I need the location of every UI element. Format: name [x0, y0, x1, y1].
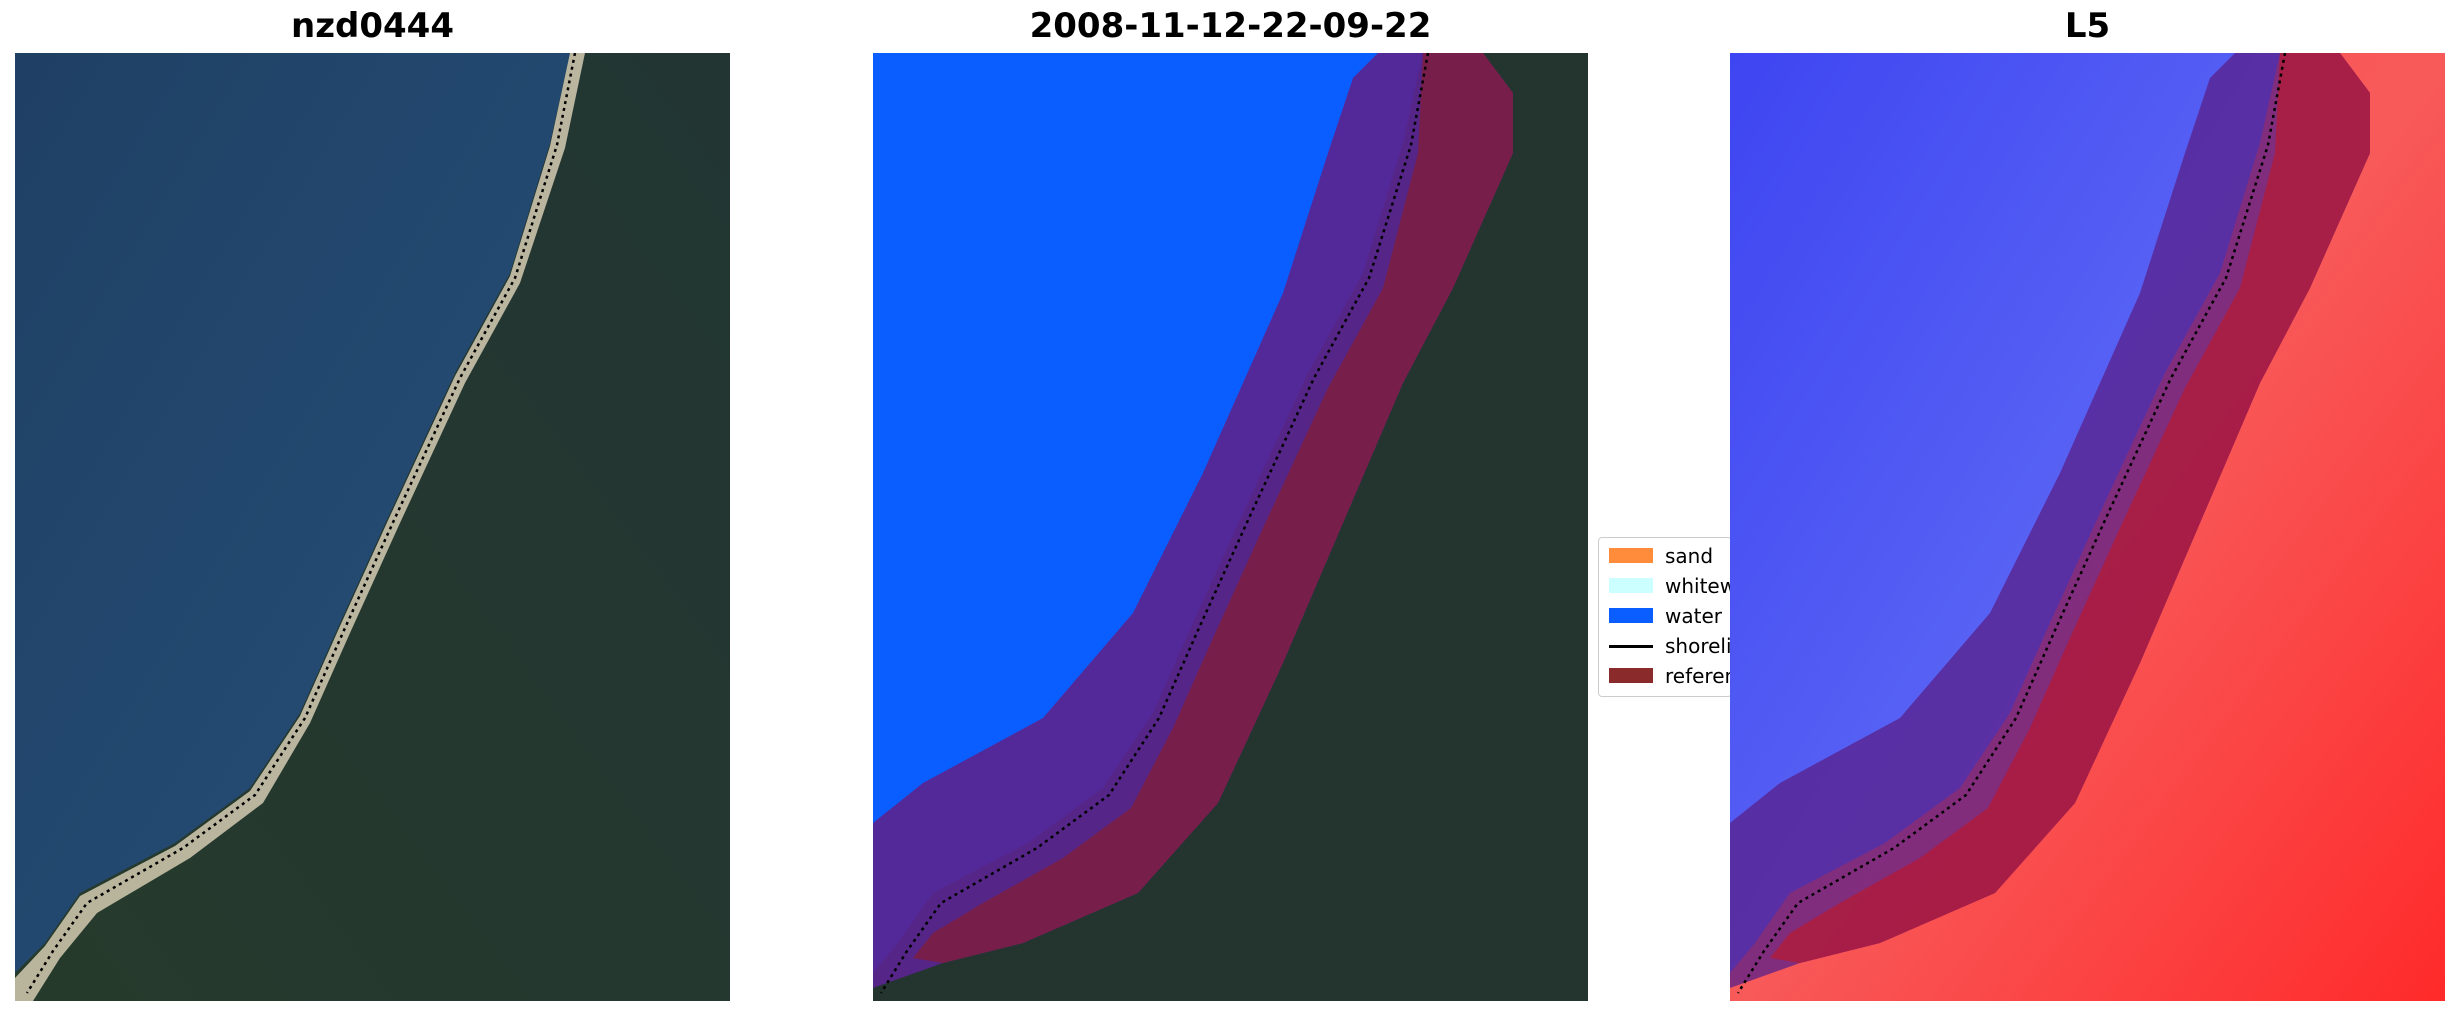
legend-label: water: [1665, 604, 1722, 628]
rgb-image: [15, 53, 730, 1001]
buffer-water-area: [873, 53, 1513, 988]
legend-item-water: water: [1599, 602, 1731, 628]
whitewater-swatch: [1609, 578, 1653, 593]
shoreline-trace: [879, 53, 1430, 994]
buffer-land-area: [913, 53, 1513, 963]
buffer-water-area: [1730, 53, 2370, 988]
index-image-panel: [1730, 53, 2445, 1001]
rgb-image-panel: [15, 53, 730, 1001]
legend-item-shoreline: shoreline: [1599, 632, 1731, 658]
classified-image-panel: [873, 53, 1588, 1001]
shoreline-trace: [25, 53, 577, 994]
sand-swatch: [1609, 548, 1653, 563]
panel-title-rgb: nzd0444: [291, 6, 454, 46]
legend-label: reference shoreline buffer: [1665, 664, 1731, 688]
water-swatch: [1609, 608, 1653, 623]
legend-label: sand: [1665, 544, 1714, 568]
shoreline-line-sample: [1609, 645, 1653, 648]
index-image: [1730, 53, 2445, 1001]
reference-swatch: [1609, 668, 1653, 683]
legend-item-reference: reference shoreline buffer: [1599, 662, 1731, 688]
classified-image: [873, 53, 1588, 1001]
panel-title-classified: 2008-11-12-22-09-22: [1029, 6, 1432, 46]
buffer-land-area: [1770, 53, 2370, 963]
legend-label: shoreline: [1665, 634, 1732, 658]
panel-title-index: L5: [2064, 6, 2111, 46]
shoreline-trace: [1736, 53, 2287, 994]
legend-item-sand: sand: [1599, 542, 1731, 568]
ocean-area: [15, 53, 570, 973]
